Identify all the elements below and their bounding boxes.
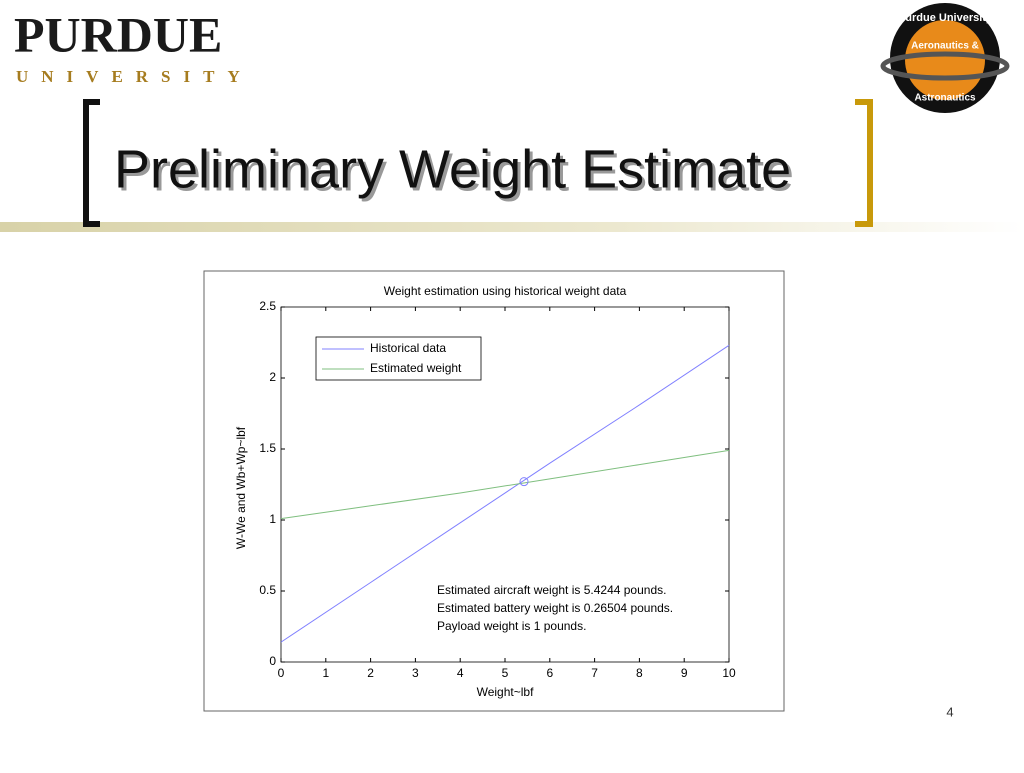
header-bar [0, 222, 1024, 232]
legend-box [315, 336, 482, 381]
y-tick-label: 0 [269, 654, 276, 668]
x-tick-label: 2 [367, 666, 374, 680]
legend-label: Estimated weight [370, 361, 462, 375]
annotation: Estimated battery weight is 0.26504 poun… [437, 601, 673, 615]
badge: Purdue University Aeronautics & Astronau… [880, 3, 1010, 113]
x-tick-label: 6 [546, 666, 553, 680]
slide-title: Preliminary Weight Estimate [114, 139, 791, 199]
annotation: Payload weight is 1 pounds. [437, 619, 586, 633]
badge-bottom: Astronautics [914, 93, 976, 104]
series-line [280, 449, 730, 520]
series-line [280, 344, 730, 643]
badge-orbit [880, 51, 1010, 81]
logo: PURDUE [14, 6, 222, 62]
x-tick-label: 4 [457, 666, 464, 680]
y-tick-label: 1 [269, 512, 276, 526]
x-tick-label: 3 [412, 666, 419, 680]
x-tick-label: 1 [322, 666, 329, 680]
x-tick-label: 8 [636, 666, 643, 680]
badge-top: Purdue University [898, 12, 993, 24]
y-axis-label: W-We and Wb+Wp~lbf [234, 426, 248, 549]
chart-title: Weight estimation using historical weigh… [384, 284, 627, 298]
chart-frame [203, 270, 785, 712]
y-tick-label: 0.5 [259, 583, 276, 597]
chart: Weight estimation using historical weigh… [203, 270, 785, 712]
title-shadow: Preliminary Weight Estimate [117, 142, 794, 202]
x-tick-label: 5 [502, 666, 509, 680]
y-tick-label: 2.5 [259, 299, 276, 313]
x-axis-label: Weight~lbf [477, 685, 534, 699]
x-tick-label: 9 [681, 666, 688, 680]
badge-mid: Aeronautics & [911, 41, 979, 52]
x-tick-label: 10 [722, 666, 736, 680]
badge-core [905, 20, 985, 100]
left-bracket [83, 99, 100, 227]
annotation: Estimated aircraft weight is 5.4244 poun… [437, 583, 666, 597]
y-tick-label: 1.5 [259, 441, 276, 455]
x-tick-label: 7 [591, 666, 598, 680]
x-tick-label: 0 [278, 666, 285, 680]
right-bracket [855, 99, 873, 227]
y-tick-label: 2 [269, 370, 276, 384]
intersection-marker [519, 477, 529, 487]
page-number: 4 [946, 704, 953, 719]
legend-label: Historical data [370, 341, 446, 355]
logo-sub: UNIVERSITY [16, 67, 253, 86]
